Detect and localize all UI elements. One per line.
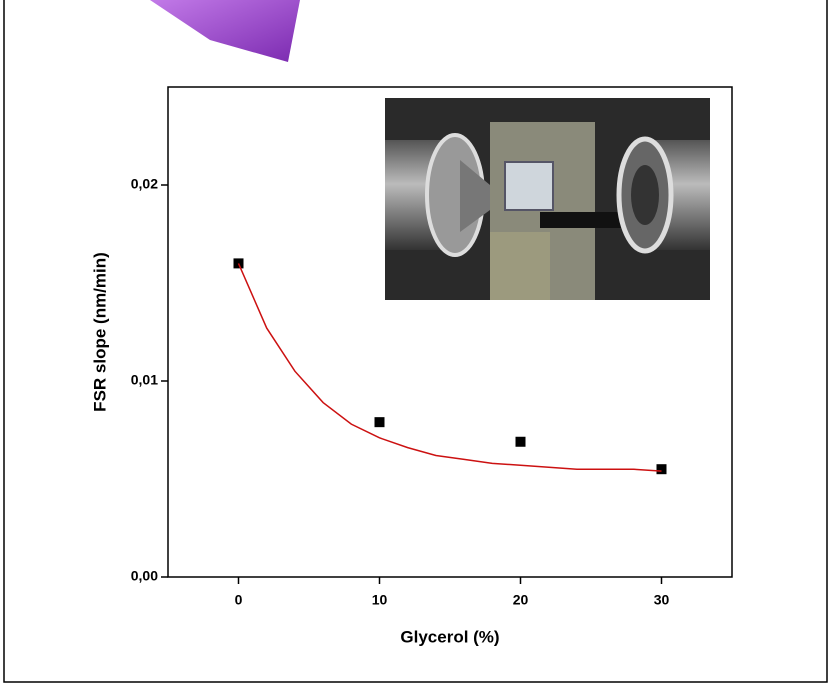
- x-axis-label: Glycerol (%): [400, 627, 499, 646]
- y-tick-label: 0,02: [131, 176, 158, 192]
- plot-frame: [167, 86, 733, 578]
- x-tick-label: 0: [235, 592, 243, 608]
- x-tick-label: 20: [513, 592, 529, 608]
- data-point: [656, 464, 667, 475]
- y-tick-label: 0,01: [131, 372, 158, 388]
- inset-photo: [385, 98, 710, 300]
- arrow-decoration: [150, 0, 300, 62]
- y-tick-label: 0,00: [131, 568, 158, 584]
- data-point: [374, 417, 385, 428]
- data-point: [515, 436, 526, 447]
- x-tick-label: 10: [372, 592, 388, 608]
- x-tick-label: 30: [654, 592, 670, 608]
- y-axis-label: FSR slope (nm/min): [90, 252, 109, 412]
- fit-line: [237, 263, 662, 472]
